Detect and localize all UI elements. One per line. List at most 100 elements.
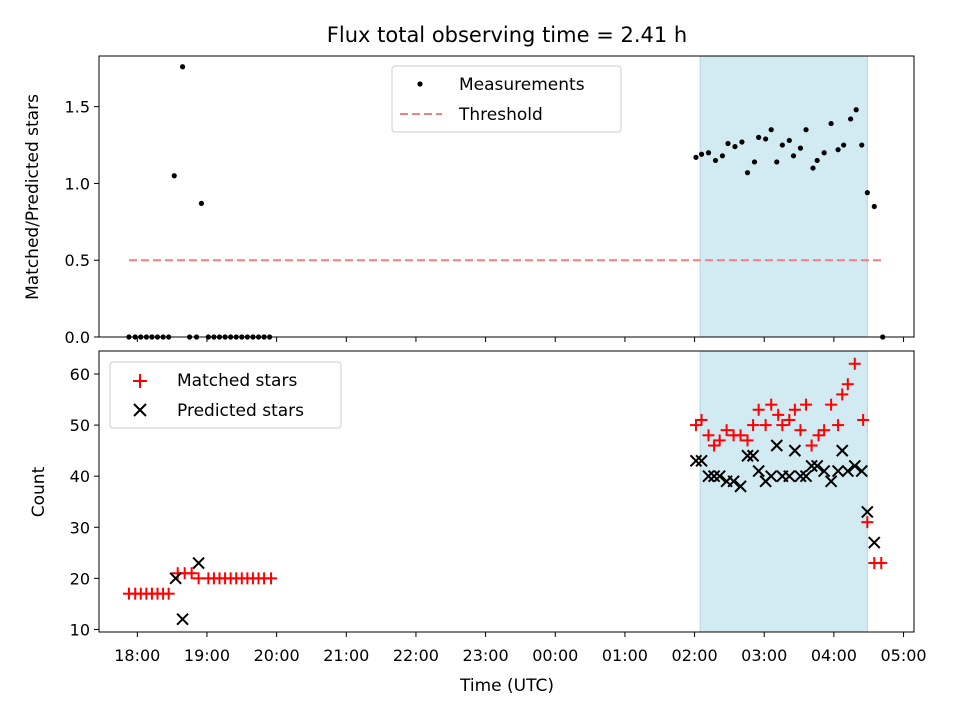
x-tick-label: 03:00	[741, 646, 787, 665]
x-tick-label: 00:00	[532, 646, 578, 665]
y-tick-label: 0.0	[65, 328, 90, 347]
predicted-stars-point	[836, 444, 849, 457]
y-tick-label: 50	[70, 416, 90, 435]
predicted-stars-point	[868, 536, 881, 549]
measurements-point	[797, 145, 804, 151]
matched-stars-point	[783, 413, 796, 426]
matched-stars-point	[836, 388, 849, 401]
bottom-legend: Matched stars Predicted stars	[109, 361, 342, 429]
predicted-stars-point	[192, 556, 205, 570]
predicted-stars-point	[707, 469, 721, 483]
predicted-stars-point	[831, 464, 845, 478]
matched-stars-point	[772, 408, 785, 421]
measurements-point	[725, 140, 731, 147]
predicted-stars-point	[848, 459, 861, 473]
matched-stars-point	[162, 587, 175, 600]
predicted-stars-point	[734, 480, 747, 493]
y-tick-label: 40	[70, 467, 90, 486]
matched-stars-point	[875, 557, 888, 570]
predicted-stars-point	[799, 469, 813, 483]
matched-stars-point	[720, 424, 733, 437]
measurements-point	[835, 147, 841, 153]
predicted-stars-point	[727, 475, 740, 488]
predicted-stars-point	[770, 439, 783, 452]
matched-stars-point	[818, 424, 831, 437]
top-legend: Measurements Threshold	[391, 65, 622, 133]
predicted-stars-point	[783, 469, 796, 483]
measurements-point	[698, 151, 705, 157]
measurements-point	[803, 127, 809, 133]
measurements-point	[864, 190, 870, 196]
chart-title: Flux total observing time = 2.41 h	[327, 23, 687, 47]
matched-stars-point	[734, 429, 747, 442]
measurements-point	[751, 159, 758, 165]
bottom-y-axis: 10 20 30 40 50 60	[70, 365, 99, 639]
predicted-stars-point	[810, 459, 824, 473]
predicted-stars-point	[176, 613, 189, 626]
x-tick-label: 01:00	[602, 646, 648, 665]
x-tick-label: 22:00	[393, 646, 439, 665]
matched-stars-point	[832, 419, 845, 432]
x-tick-label: 19:00	[184, 646, 230, 665]
predicted-stars-point	[817, 464, 831, 478]
top-y-axis: 0.0 0.5 1.0 1.5	[65, 98, 99, 347]
top-y-axis-label: Matched/Predicted stars	[23, 94, 43, 300]
x-tick-label: 18:00	[114, 646, 160, 665]
measurements-point	[732, 143, 738, 150]
y-tick-label: 20	[70, 569, 90, 588]
measurements-point	[821, 150, 827, 156]
measurements-point	[810, 165, 816, 171]
matched-stars-point	[741, 434, 754, 447]
x-tick-label: 23:00	[463, 646, 509, 665]
measurements-point	[171, 173, 177, 179]
measurements-point	[179, 64, 186, 70]
top-x-ticks	[136, 337, 905, 342]
matched-stars-point	[708, 439, 721, 452]
matched-stars-point	[702, 429, 715, 442]
predicted-stars-point	[713, 469, 726, 483]
matched-stars-point	[861, 516, 874, 529]
measurements-point	[712, 157, 719, 164]
measurements-point	[768, 127, 774, 133]
top-legend-box	[391, 65, 622, 133]
measurements-point	[705, 150, 712, 156]
x-tick-label: 05:00	[880, 646, 926, 665]
measurements-point	[848, 116, 854, 122]
measurements-point	[871, 203, 877, 210]
measurements-point	[744, 170, 751, 176]
x-tick-label: 04:00	[811, 646, 857, 665]
matched-stars-point	[857, 413, 870, 426]
matched-stars-point	[689, 419, 702, 432]
matched-stars-point	[788, 403, 801, 416]
y-tick-label: 1.5	[65, 98, 90, 117]
x-tick-label: 20:00	[254, 646, 300, 665]
matched-stars-point	[713, 434, 726, 447]
bottom-plot-frame	[98, 350, 915, 633]
matched-stars-point	[747, 419, 760, 432]
x-tick-label: 02:00	[672, 646, 718, 665]
bottom-y-axis-label: Count	[29, 466, 49, 517]
top-shaded-region	[699, 55, 868, 338]
predicted-stars-point	[752, 464, 765, 478]
matched-stars-point	[752, 403, 765, 416]
matched-stars-point	[759, 419, 772, 432]
predicted-stars-point	[855, 464, 868, 478]
y-tick-label: 1.0	[65, 174, 90, 193]
predicted-stars-point	[689, 454, 703, 468]
legend-label-predicted-stars: Predicted stars	[177, 401, 304, 421]
predicted-stars-point	[764, 469, 778, 483]
measurements-point	[774, 159, 780, 165]
measurements-point	[814, 157, 820, 164]
x-axis-label: Time (UTC)	[459, 676, 554, 696]
predicted-stars-point	[861, 505, 874, 519]
measurements-point	[859, 142, 865, 148]
legend-label-measurements: Measurements	[459, 75, 585, 95]
measurements-point	[779, 142, 785, 148]
matched-stars-point	[776, 419, 789, 432]
matched-stars-point	[841, 378, 854, 391]
predicted-stars-point	[746, 449, 760, 462]
legend-marker-measurements	[417, 81, 423, 87]
y-tick-label: 10	[70, 620, 90, 639]
matched-stars-point	[848, 357, 861, 370]
predicted-stars-point	[794, 469, 807, 483]
